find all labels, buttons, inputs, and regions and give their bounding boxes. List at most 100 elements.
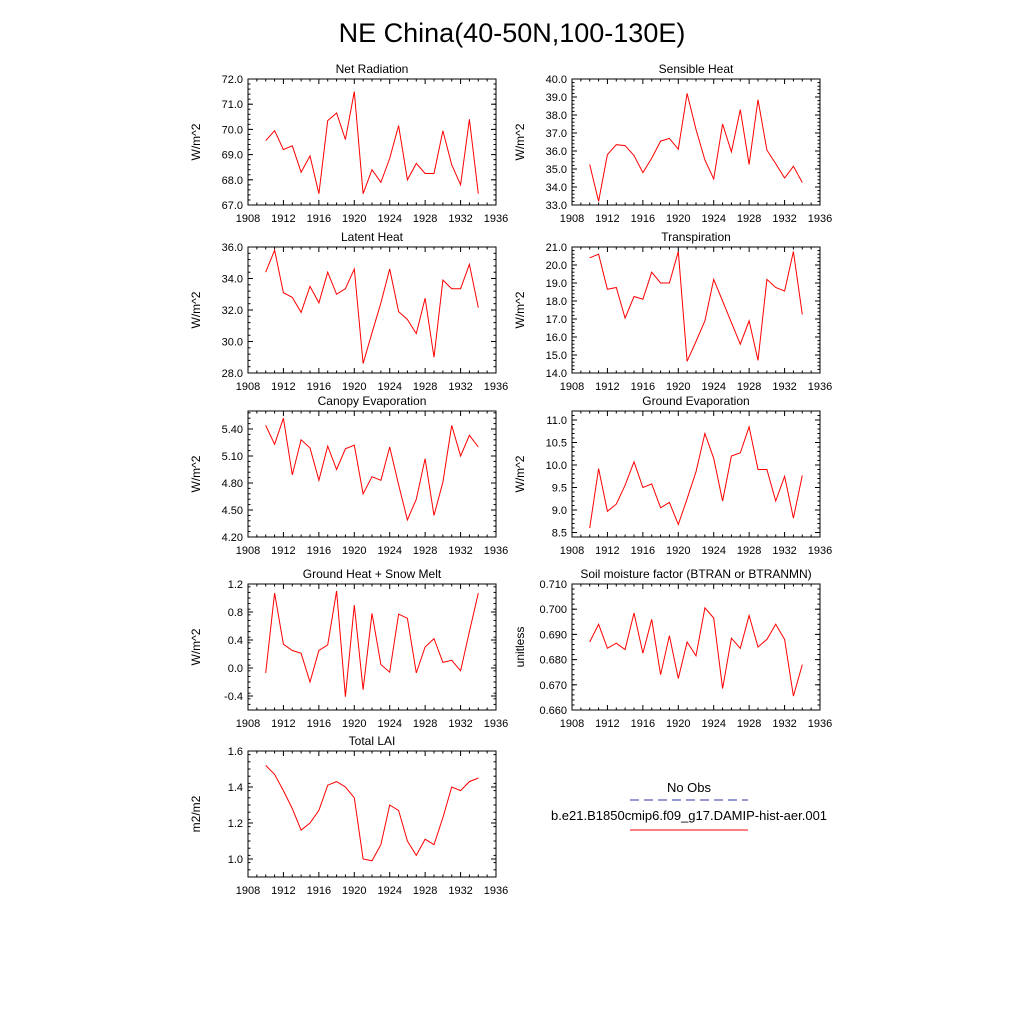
chart-title: Sensible Heat: [659, 62, 734, 76]
x-tick-label: 1932: [448, 718, 472, 730]
y-tick-label: 10.5: [546, 438, 567, 450]
y-tick-label: 0.0: [228, 663, 243, 675]
x-tick-label: 1908: [560, 381, 584, 393]
y-tick-label: 1.2: [228, 579, 243, 591]
y-tick-label: 40.0: [546, 74, 567, 86]
x-tick-label: 1924: [701, 381, 725, 393]
x-tick-label: 1920: [666, 381, 690, 393]
y-axis-label: W/m^2: [189, 455, 203, 492]
series-line: [265, 590, 479, 697]
series-line: [265, 765, 479, 862]
y-axis-label: W/m^2: [189, 123, 203, 160]
y-tick-label: 71.0: [222, 99, 243, 111]
x-tick-label: 1908: [236, 718, 260, 730]
y-tick-label: 18.0: [546, 296, 567, 308]
chart-title: Latent Heat: [341, 230, 404, 244]
y-tick-label: 35.0: [546, 164, 567, 176]
x-tick-label: 1908: [236, 545, 260, 557]
y-tick-label: 0.8: [228, 607, 243, 619]
x-tick-label: 1912: [595, 213, 619, 225]
y-tick-label: 36.0: [222, 242, 243, 254]
x-tick-label: 1908: [236, 885, 260, 897]
y-axis-label: m2/m2: [189, 795, 203, 832]
x-tick-label: 1924: [377, 718, 401, 730]
x-tick-label: 1932: [772, 545, 796, 557]
x-tick-label: 1936: [484, 381, 508, 393]
y-tick-label: 4.50: [222, 505, 243, 517]
y-axis-label: W/m^2: [189, 628, 203, 665]
x-tick-label: 1920: [342, 885, 366, 897]
y-tick-label: 67.0: [222, 200, 243, 212]
x-tick-label: 1916: [307, 213, 331, 225]
x-tick-label: 1924: [377, 885, 401, 897]
chart-title: Total LAI: [349, 734, 396, 748]
y-tick-label: 34.0: [546, 182, 567, 194]
x-tick-label: 1912: [271, 545, 295, 557]
y-tick-label: 1.0: [228, 854, 243, 866]
series-line: [589, 424, 803, 529]
y-tick-label: 0.680: [539, 655, 567, 667]
y-tick-label: 72.0: [222, 74, 243, 86]
y-tick-label: 21.0: [546, 242, 567, 254]
x-tick-label: 1936: [484, 213, 508, 225]
y-tick-label: 1.2: [228, 818, 243, 830]
plot-frame: [571, 410, 821, 538]
chart-panel: Net Radiation 1908 1912 1916 1920 1924 1928 193…: [189, 62, 508, 225]
x-tick-label: 1920: [666, 718, 690, 730]
x-tick-label: 1908: [560, 545, 584, 557]
x-tick-label: 1912: [271, 718, 295, 730]
series-line: [589, 251, 803, 362]
y-tick-label: 20.0: [546, 260, 567, 272]
x-tick-label: 1936: [484, 885, 508, 897]
y-axis-label: W/m^2: [513, 291, 527, 328]
x-tick-label: 1924: [701, 213, 725, 225]
y-tick-label: 17.0: [546, 314, 567, 326]
y-tick-label: 5.40: [222, 424, 243, 436]
plot-frame: [571, 78, 821, 206]
y-tick-label: 0.700: [539, 604, 567, 616]
y-tick-label: 5.10: [222, 451, 243, 463]
y-tick-label: 34.0: [222, 274, 243, 286]
x-tick-label: 1924: [377, 213, 401, 225]
y-axis-label: W/m^2: [513, 455, 527, 492]
x-tick-label: 1912: [271, 885, 295, 897]
y-axis-label: unitless: [513, 627, 527, 668]
chart-panel: Soil moisture factor (BTRAN or BTRANMN) 1…: [513, 567, 832, 730]
x-tick-label: 1928: [413, 213, 437, 225]
y-tick-label: 1.4: [228, 782, 243, 794]
y-tick-label: 68.0: [222, 175, 243, 187]
y-tick-label: 10.0: [546, 460, 567, 472]
x-tick-label: 1916: [307, 545, 331, 557]
x-tick-label: 1928: [413, 885, 437, 897]
x-tick-label: 1912: [595, 545, 619, 557]
x-tick-label: 1920: [666, 545, 690, 557]
x-tick-label: 1924: [701, 545, 725, 557]
x-tick-label: 1936: [484, 545, 508, 557]
y-tick-label: 0.670: [539, 680, 567, 692]
y-tick-label: 69.0: [222, 150, 243, 162]
x-tick-label: 1912: [271, 381, 295, 393]
x-tick-label: 1908: [236, 213, 260, 225]
plot-frame: [247, 246, 497, 374]
x-tick-label: 1920: [342, 545, 366, 557]
chart-panel: Transpiration 1908 1912 1916 1920 1924 1928 193…: [513, 230, 832, 393]
x-tick-label: 1936: [484, 718, 508, 730]
x-tick-label: 1908: [560, 718, 584, 730]
y-tick-label: 16.0: [546, 332, 567, 344]
x-tick-label: 1928: [737, 381, 761, 393]
legend: No Obs b.e21.B1850cmip6.f09_g17.DAMIP-hi…: [551, 780, 827, 831]
panels: Net Radiation 1908 1912 1916 1920 1924 1928 193…: [189, 62, 832, 897]
chart-panel: Canopy Evaporation 1908 1912 1916 1920 1924 19…: [189, 394, 508, 557]
x-tick-label: 1912: [595, 718, 619, 730]
x-tick-label: 1924: [701, 718, 725, 730]
x-tick-label: 1908: [236, 381, 260, 393]
x-tick-label: 1932: [448, 213, 472, 225]
y-tick-label: 39.0: [546, 92, 567, 104]
x-tick-label: 1912: [595, 381, 619, 393]
plot-frame: [247, 78, 497, 206]
x-tick-label: 1928: [413, 545, 437, 557]
y-tick-label: 1.6: [228, 746, 243, 758]
x-tick-label: 1924: [377, 545, 401, 557]
y-tick-label: 19.0: [546, 278, 567, 290]
series-line: [589, 606, 803, 697]
